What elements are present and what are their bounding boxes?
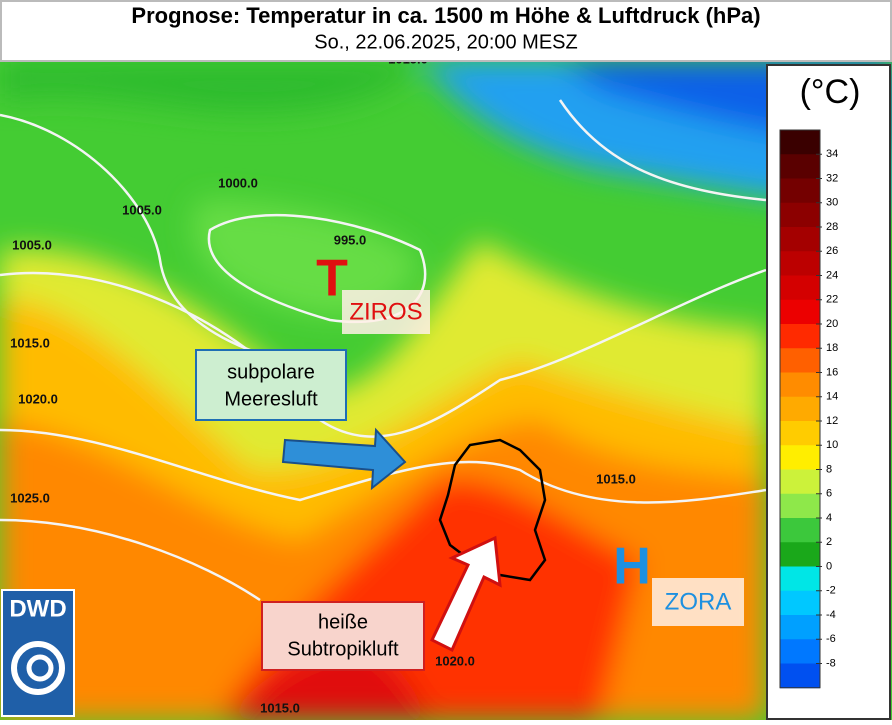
legend-band (780, 566, 820, 592)
legend-tick-label: 12 (826, 415, 838, 427)
legend-tick-label: 30 (826, 197, 838, 209)
legend-band (780, 542, 820, 567)
isobar-label: 1005.0 (122, 202, 162, 217)
germany-outline (438, 438, 547, 582)
legend-tick-label: 18 (826, 342, 838, 354)
legend-tick-label: 20 (826, 318, 838, 330)
legend-tick-label: 14 (826, 391, 838, 403)
high-box (652, 578, 744, 626)
annotation-line: Meeresluft (224, 388, 318, 410)
isobar-label: 995.0 (334, 232, 367, 247)
high-symbol: H (613, 538, 651, 596)
legend-band (780, 299, 820, 325)
annotation-box (195, 349, 347, 421)
legend-tick-label: -4 (826, 609, 836, 621)
legend-band (780, 251, 820, 276)
legend-band (780, 639, 820, 664)
legend-tick-label: 4 (826, 512, 832, 524)
legend-tick-label: 24 (826, 269, 838, 281)
low-name: ZIROS (349, 298, 422, 325)
legend-band (780, 348, 820, 373)
red-arrow (430, 535, 502, 653)
legend-band (780, 130, 820, 155)
legend-band (780, 590, 820, 616)
isobar-label: 1020.0 (435, 653, 475, 668)
legend-band (780, 372, 820, 398)
legend-band (780, 421, 820, 446)
legend-band (780, 324, 820, 349)
legend-tick-label: 0 (826, 560, 832, 572)
annotation-line: heiße (318, 611, 368, 633)
high-name: ZORA (665, 588, 732, 615)
legend-tick-label: 16 (826, 366, 838, 378)
legend-band (780, 202, 820, 228)
legend-tick-label: 26 (826, 245, 838, 257)
legend-tick-label: 8 (826, 463, 832, 475)
legend-band (780, 663, 820, 689)
legend-band (780, 154, 820, 179)
legend-band (780, 518, 820, 543)
legend-frame (779, 129, 821, 689)
legend-band (780, 178, 820, 204)
legend-tick-label: 2 (826, 536, 832, 548)
legend-tick-label: 34 (826, 148, 838, 160)
legend-tick-label: 32 (826, 172, 838, 184)
subtitle: So., 22.06.2025, 20:00 MESZ (314, 31, 578, 53)
legend-tick-label: 28 (826, 221, 838, 233)
annotation-box (261, 601, 425, 671)
isobar-label: 1020.0 (18, 391, 58, 406)
legend-tick-label: 22 (826, 294, 838, 306)
legend-band (780, 445, 820, 470)
blue-arrow (281, 427, 407, 491)
annotation-line: subpolare (227, 361, 315, 383)
dwd-logo: DWD (1, 589, 75, 717)
legend-unit: (°C) (800, 73, 861, 111)
legend-tick-label: -6 (826, 633, 836, 645)
legend-band (780, 469, 820, 495)
title: Prognose: Temperatur in ca. 1500 m Höhe … (131, 3, 760, 28)
annotation-line: Subtropikluft (287, 638, 399, 660)
low-box (342, 290, 430, 334)
isobar-label: 1000.0 (218, 175, 258, 190)
legend-tick-label: -8 (826, 657, 836, 669)
legend-tick-label: 10 (826, 439, 838, 451)
map: 1015.0 1000.0 1005.0 995.0 1005.0 1015.0… (0, 51, 892, 720)
isobar-label: 1015.0 (260, 700, 300, 715)
isobar-label: 1005.0 (12, 237, 52, 252)
legend-tick-label: -2 (826, 585, 836, 597)
isobar-label: 1015.0 (596, 471, 636, 486)
legend-band (780, 396, 820, 422)
legend-tick-label: 6 (826, 488, 832, 500)
legend-band (780, 615, 820, 640)
legend-band (780, 227, 820, 252)
legend-band (780, 275, 820, 301)
legend-band (780, 493, 820, 519)
isobar-label: 1015.0 (10, 335, 50, 350)
header (0, 0, 892, 62)
isobar-label: 1025.0 (10, 490, 50, 505)
logo-text: DWD (9, 595, 66, 622)
